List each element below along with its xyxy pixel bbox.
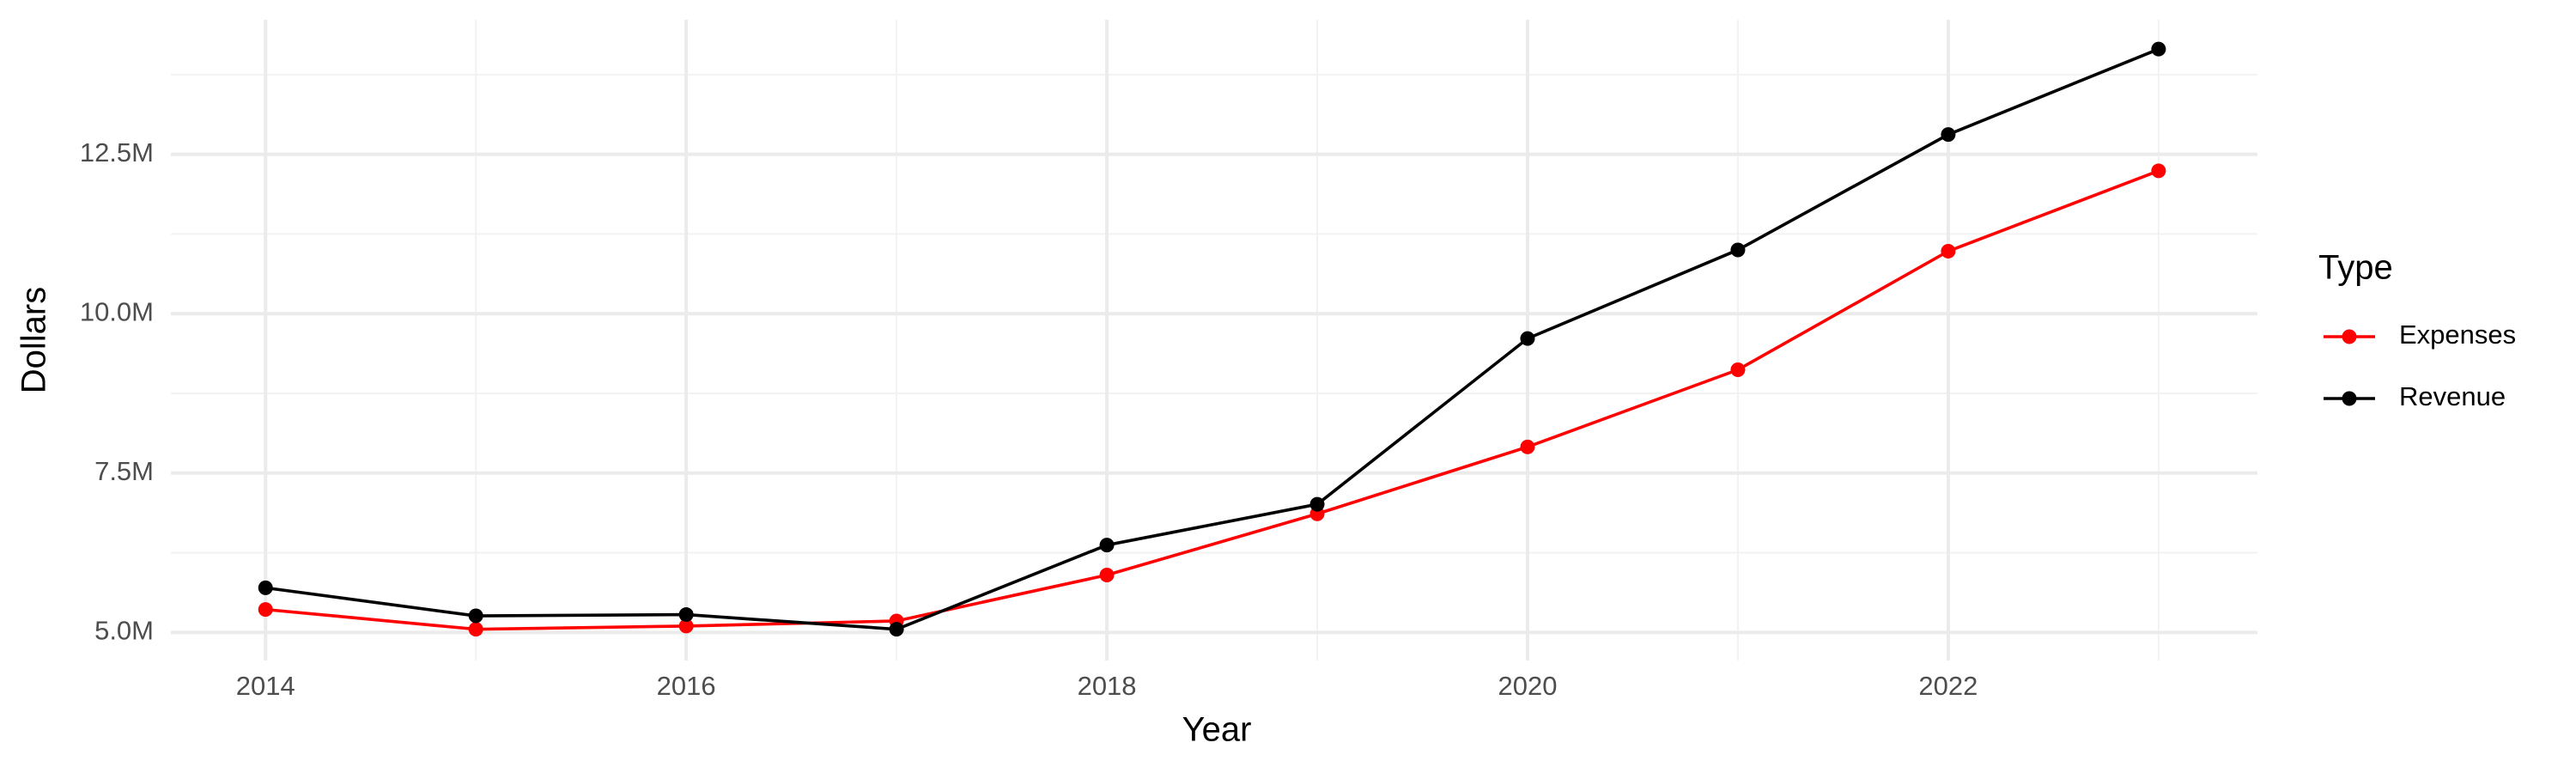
data-point [2151,41,2166,57]
data-point [2151,163,2166,179]
legend-title: Type [2318,249,2393,287]
data-point [889,622,904,637]
data-point [468,608,483,624]
data-point [258,580,273,595]
y-tick-label: 5.0M [94,616,154,646]
data-point [1520,331,1535,346]
data-point [1730,242,1746,258]
data-point [1941,243,1956,259]
x-tick-label: 2018 [1078,671,1137,701]
x-tick-label: 2020 [1498,671,1558,701]
data-point [1099,568,1115,583]
legend-label: Revenue [2399,381,2506,411]
y-tick-label: 7.5M [94,456,154,486]
data-point [678,607,694,623]
data-point [678,618,694,634]
x-tick-label: 2014 [236,671,295,701]
x-tick-label: 2022 [1918,671,1978,701]
y-tick-label: 10.0M [80,296,154,326]
legend-swatch-point [2342,391,2357,406]
legend-label: Expenses [2399,320,2516,350]
data-point [1730,362,1746,378]
series-line [264,47,2160,631]
x-tick-label: 2016 [657,671,716,701]
data-point [1520,439,1535,454]
series-line [265,169,2160,631]
y-axis-label: Dollars [15,287,53,393]
data-point [1941,127,1956,143]
y-tick-label: 12.5M [80,137,154,167]
data-point [258,602,273,618]
data-point [468,622,483,637]
data-point [1309,496,1325,512]
legend-swatch-point [2342,329,2357,344]
data-point [1099,538,1115,553]
x-axis-label: Year [1182,711,1252,749]
